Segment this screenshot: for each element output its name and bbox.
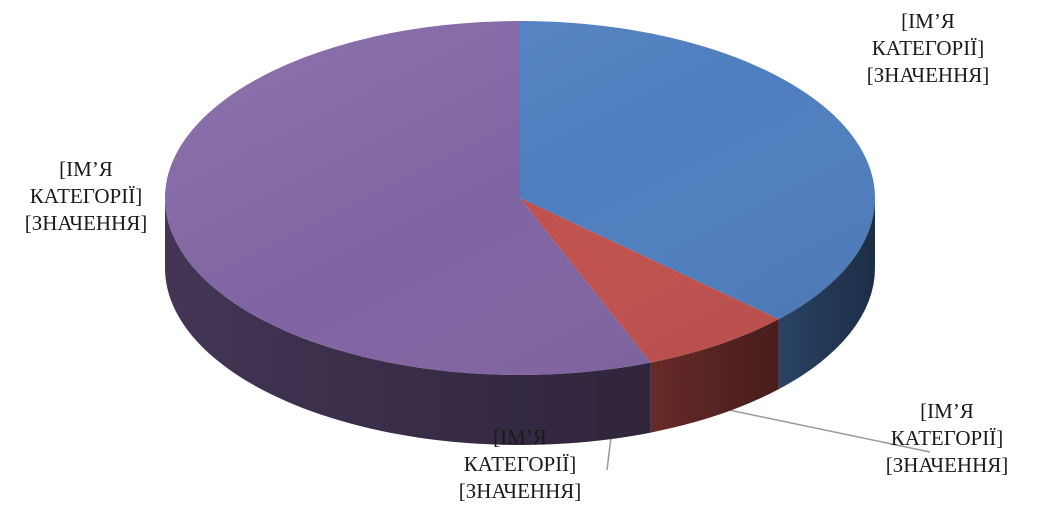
data-label-name-line-1: [ІМ’Я xyxy=(920,399,974,423)
data-label-name-line-2: КАТЕГОРІЇ] xyxy=(871,36,985,60)
data-label-name-line-2: КАТЕГОРІЇ] xyxy=(890,426,1004,450)
data-label-value: [ЗНАЧЕННЯ] xyxy=(866,63,990,87)
pie-side-shade-1 xyxy=(778,198,875,390)
data-label-slice-3a: [ІМ’Я КАТЕГОРІЇ] [ЗНАЧЕННЯ] xyxy=(6,156,166,237)
pie-side-shade-2 xyxy=(650,319,779,433)
data-label-value: [ЗНАЧЕННЯ] xyxy=(24,211,148,235)
data-label-slice-3b: [ІМ’Я КАТЕГОРІЇ] [ЗНАЧЕННЯ] xyxy=(440,424,600,505)
pie-sides xyxy=(165,198,875,445)
pie-top xyxy=(164,21,875,375)
data-label-value: [ЗНАЧЕННЯ] xyxy=(885,453,1009,477)
data-label-value: [ЗНАЧЕННЯ] xyxy=(458,479,582,503)
data-label-name-line-2: КАТЕГОРІЇ] xyxy=(463,452,577,476)
pie-side-shade-3 xyxy=(165,198,651,445)
pie-top-sheen xyxy=(165,21,875,375)
data-label-slice-1: [ІМ’Я КАТЕГОРІЇ] [ЗНАЧЕННЯ] xyxy=(833,8,1023,89)
leader-line-slice-2 xyxy=(704,404,931,453)
data-label-name-line-1: [ІМ’Я xyxy=(59,157,113,181)
data-label-name-line-1: [ІМ’Я xyxy=(901,9,955,33)
data-label-name-line-1: [ІМ’Я xyxy=(493,425,547,449)
data-label-name-line-2: КАТЕГОРІЇ] xyxy=(29,184,143,208)
data-label-slice-2: [ІМ’Я КАТЕГОРІЇ] [ЗНАЧЕННЯ] xyxy=(862,398,1032,479)
